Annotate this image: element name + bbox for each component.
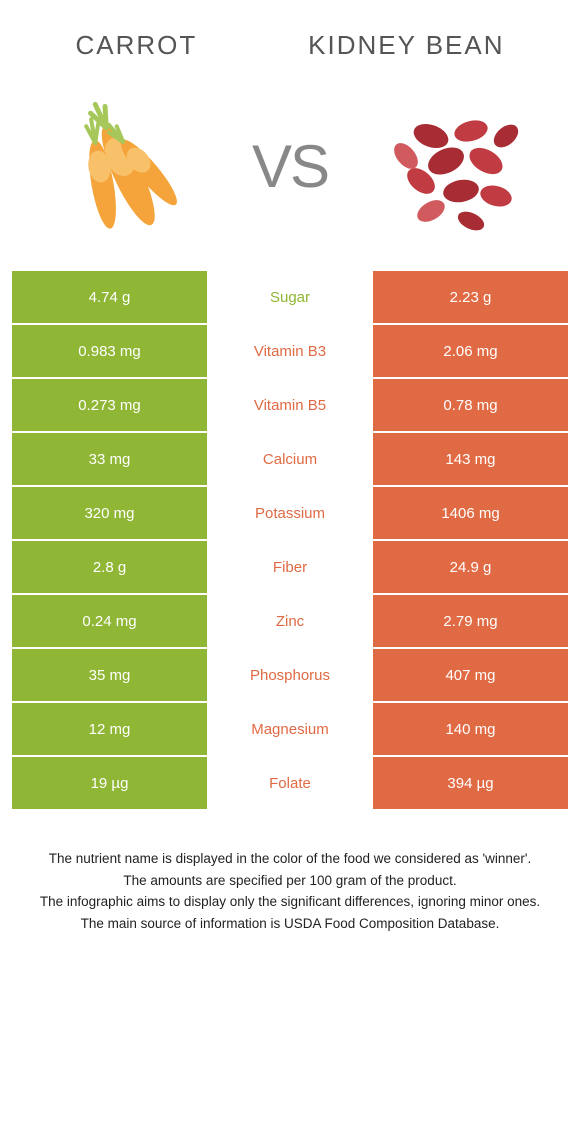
right-value: 143 mg: [373, 433, 568, 485]
right-value: 0.78 mg: [373, 379, 568, 431]
table-row: 33 mgCalcium143 mg: [12, 433, 568, 485]
left-value: 0.273 mg: [12, 379, 207, 431]
left-value: 33 mg: [12, 433, 207, 485]
images-row: VS: [0, 71, 580, 271]
right-value: 394 µg: [373, 757, 568, 809]
right-value: 2.06 mg: [373, 325, 568, 377]
footnote-line: The amounts are specified per 100 gram o…: [24, 871, 556, 891]
left-value: 12 mg: [12, 703, 207, 755]
nutrient-label: Phosphorus: [207, 649, 373, 701]
left-value: 19 µg: [12, 757, 207, 809]
kidney-bean-illustration: [376, 86, 536, 246]
left-food-title: Carrot: [75, 30, 197, 61]
right-value: 2.23 g: [373, 271, 568, 323]
footnote-line: The infographic aims to display only the…: [24, 892, 556, 912]
table-row: 320 mgPotassium1406 mg: [12, 487, 568, 539]
carrot-illustration: [44, 86, 204, 246]
table-row: 12 mgMagnesium140 mg: [12, 703, 568, 755]
comparison-table: 4.74 gSugar2.23 g0.983 mgVitamin B32.06 …: [0, 271, 580, 809]
nutrient-label: Vitamin B3: [207, 325, 373, 377]
nutrient-label: Vitamin B5: [207, 379, 373, 431]
vs-label: VS: [252, 132, 328, 201]
right-value: 407 mg: [373, 649, 568, 701]
footnotes: The nutrient name is displayed in the co…: [0, 811, 580, 933]
left-value: 0.983 mg: [12, 325, 207, 377]
table-row: 35 mgPhosphorus407 mg: [12, 649, 568, 701]
table-row: 0.983 mgVitamin B32.06 mg: [12, 325, 568, 377]
right-food-title: Kidney bean: [308, 30, 504, 61]
header: Carrot Kidney bean: [0, 0, 580, 71]
left-value: 2.8 g: [12, 541, 207, 593]
nutrient-label: Calcium: [207, 433, 373, 485]
nutrient-label: Zinc: [207, 595, 373, 647]
right-value: 2.79 mg: [373, 595, 568, 647]
footnote-line: The nutrient name is displayed in the co…: [24, 849, 556, 869]
right-value: 24.9 g: [373, 541, 568, 593]
left-value: 0.24 mg: [12, 595, 207, 647]
table-row: 2.8 gFiber24.9 g: [12, 541, 568, 593]
left-value: 35 mg: [12, 649, 207, 701]
table-row: 0.273 mgVitamin B50.78 mg: [12, 379, 568, 431]
nutrient-label: Potassium: [207, 487, 373, 539]
left-value: 320 mg: [12, 487, 207, 539]
nutrient-label: Magnesium: [207, 703, 373, 755]
table-row: 4.74 gSugar2.23 g: [12, 271, 568, 323]
right-value: 140 mg: [373, 703, 568, 755]
footnote-line: The main source of information is USDA F…: [24, 914, 556, 934]
nutrient-label: Fiber: [207, 541, 373, 593]
nutrient-label: Folate: [207, 757, 373, 809]
table-row: 19 µgFolate394 µg: [12, 757, 568, 809]
table-row: 0.24 mgZinc2.79 mg: [12, 595, 568, 647]
right-value: 1406 mg: [373, 487, 568, 539]
left-value: 4.74 g: [12, 271, 207, 323]
nutrient-label: Sugar: [207, 271, 373, 323]
